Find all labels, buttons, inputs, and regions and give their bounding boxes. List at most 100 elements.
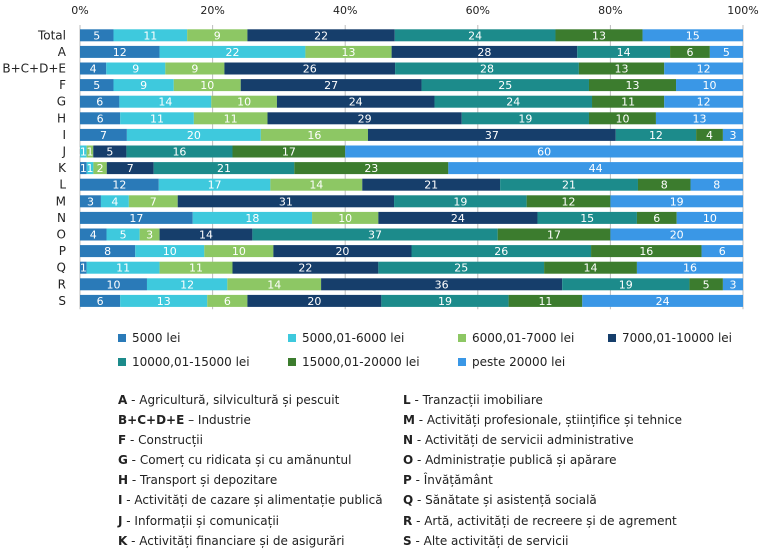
bar-segment: [227, 278, 322, 291]
bar-segment: [224, 62, 396, 75]
sector-code-row: G - Comerț cu ridicata și cu amănuntul: [118, 450, 383, 470]
sector-code-text: - Activități de servicii administrative: [413, 433, 634, 448]
data-label: 20: [335, 245, 349, 258]
data-label: 13: [615, 63, 629, 76]
category-label: F: [59, 78, 66, 92]
bar-segment: [722, 278, 743, 291]
legend-swatch: [288, 358, 296, 366]
bar-segment: [86, 261, 160, 274]
sector-code-key: B+C+D+E: [118, 413, 185, 428]
bar-segment: [106, 228, 140, 241]
legend-label: 10000,01-15000 lei: [132, 355, 250, 369]
bar-segment: [80, 95, 120, 108]
category-label: P: [59, 244, 66, 258]
legend-label: 7000,01-10000 lei: [622, 331, 732, 345]
bar-segment: [177, 195, 395, 208]
sector-code-row: Q - Sănătate și asistență socială: [403, 490, 682, 510]
bar-segment: [709, 45, 743, 58]
bar-segment: [582, 294, 743, 307]
data-label: 7: [100, 129, 107, 142]
bar-segment: [192, 211, 313, 224]
bar-segment: [135, 245, 205, 258]
sector-code-key: L: [403, 393, 411, 407]
data-label: 12: [697, 63, 711, 76]
sector-code-text: - Alte activități de servicii: [411, 533, 569, 548]
bar-segment: [411, 245, 592, 258]
data-label: 1: [80, 146, 87, 159]
bar-segment: [86, 145, 94, 158]
bar-segment: [690, 178, 743, 191]
bar-segment: [378, 261, 545, 274]
data-label: 14: [199, 229, 213, 242]
sector-code-key: N: [403, 433, 414, 448]
bar-segment: [696, 128, 723, 141]
sector-code-key: A: [118, 393, 128, 407]
bar-segment: [159, 45, 306, 58]
data-label: 14: [617, 46, 631, 59]
data-label: 14: [309, 179, 323, 192]
data-label: 12: [180, 278, 194, 291]
data-label: 16: [172, 146, 186, 159]
bar-segment: [165, 62, 225, 75]
data-label: 13: [592, 29, 606, 42]
bar-segment: [294, 162, 449, 175]
data-label: 16: [683, 262, 697, 275]
sector-code-text: - Artă, activități de recreere și de agr…: [412, 513, 677, 528]
sector-code-row: J - Informații și comunicații: [118, 511, 383, 531]
sector-code-key: K: [118, 533, 128, 548]
sector-code-key: S: [403, 533, 412, 548]
legend-item: peste 20000 lei: [458, 355, 565, 369]
bar-segment: [305, 45, 392, 58]
bar-segment: [211, 95, 277, 108]
sector-code-text: – Industrie: [184, 413, 251, 428]
bar-segment: [80, 145, 87, 158]
data-label: 24: [656, 295, 670, 308]
data-label: 17: [129, 212, 143, 225]
bar-segment: [276, 95, 435, 108]
data-label: 8: [104, 245, 111, 258]
data-label: 9: [191, 63, 198, 76]
data-label: 26: [494, 245, 508, 258]
data-label: 24: [506, 96, 520, 109]
legend-item: 15000,01-20000 lei: [288, 355, 458, 369]
data-label: 1: [80, 162, 87, 175]
bar-segment: [577, 45, 671, 58]
legend-item: 7000,01-10000 lei: [608, 331, 732, 345]
bar-segment: [321, 278, 563, 291]
bar-segment: [80, 79, 114, 92]
data-label: 12: [649, 129, 663, 142]
data-label: 20: [307, 295, 321, 308]
data-label: 2: [97, 162, 104, 175]
bar-segment: [615, 128, 697, 141]
data-label: 10: [106, 278, 120, 291]
bar-segment: [139, 228, 160, 241]
data-label: 5: [93, 79, 100, 92]
x-tick-label: 100%: [727, 4, 758, 17]
bar-segment: [80, 45, 160, 58]
category-label: Q: [57, 261, 66, 275]
category-label: R: [58, 277, 66, 291]
bar-segment: [80, 62, 107, 75]
bar-segment: [362, 178, 501, 191]
bar-segment: [500, 178, 638, 191]
data-label: 21: [424, 179, 438, 192]
data-label: 8: [713, 179, 720, 192]
data-label: 10: [615, 112, 629, 125]
data-label: 20: [670, 229, 684, 242]
data-label: 17: [547, 229, 561, 242]
bar-segment: [562, 278, 690, 291]
category-label: G: [57, 95, 66, 109]
data-label: 15: [580, 212, 594, 225]
sector-code-key: P: [403, 473, 412, 488]
bar-segment: [664, 62, 743, 75]
data-label: 25: [454, 262, 468, 275]
bar-segment: [86, 162, 94, 175]
bar-segment: [676, 211, 743, 224]
data-label: 10: [237, 96, 251, 109]
data-label: 18: [245, 212, 259, 225]
bar-segment: [448, 162, 743, 175]
sector-code-text: - Activități de cazare și alimentație pu…: [122, 493, 383, 508]
sector-code-text: - Învățământ: [411, 473, 493, 488]
sector-code-key: R: [403, 513, 413, 528]
data-label: 21: [562, 179, 576, 192]
